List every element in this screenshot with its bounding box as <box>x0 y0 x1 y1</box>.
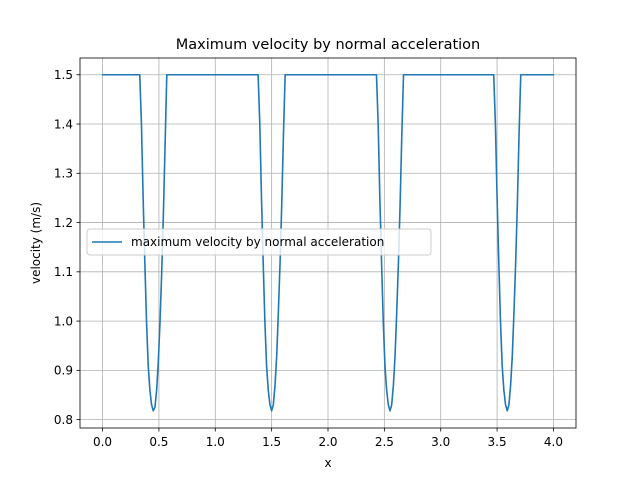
x-tick-label: 4.0 <box>544 435 563 449</box>
x-tick-label: 2.0 <box>318 435 337 449</box>
x-tick-label: 2.5 <box>375 435 394 449</box>
legend-box <box>86 228 432 256</box>
x-tick-label: 3.0 <box>431 435 450 449</box>
y-axis-label: velocity (m/s) <box>29 202 43 284</box>
x-tick-label: 0.5 <box>149 435 168 449</box>
y-tick-label: 0.9 <box>54 364 73 378</box>
series-layer <box>101 73 555 412</box>
series-line <box>101 73 555 412</box>
y-tick-label: 1.2 <box>54 216 73 230</box>
y-tick-label: 1.0 <box>54 314 73 328</box>
legend: maximum velocity by normal acceleration <box>86 228 432 256</box>
y-tick-label: 1.1 <box>54 265 73 279</box>
x-tick-label: 1.5 <box>262 435 281 449</box>
chart-title: Maximum velocity by normal acceleration <box>176 37 480 53</box>
y-tick-label: 1.5 <box>54 68 73 82</box>
y-tick-label: 1.3 <box>54 167 73 181</box>
y-ticks: 0.8 0.9 1.0 1.1 1.2 1.3 1.4 1.5 <box>54 68 80 427</box>
y-tick-label: 0.8 <box>54 413 73 427</box>
x-tick-label: 1.0 <box>206 435 225 449</box>
x-tick-label: 3.5 <box>488 435 507 449</box>
y-tick-label: 1.4 <box>54 117 73 131</box>
legend-label: maximum velocity by normal acceleration <box>131 235 384 249</box>
x-axis-label: x <box>324 456 331 470</box>
x-tick-label: 0.0 <box>93 435 112 449</box>
x-ticks: 0.0 0.5 1.0 1.5 2.0 2.5 3.0 3.5 4.0 <box>93 428 563 449</box>
